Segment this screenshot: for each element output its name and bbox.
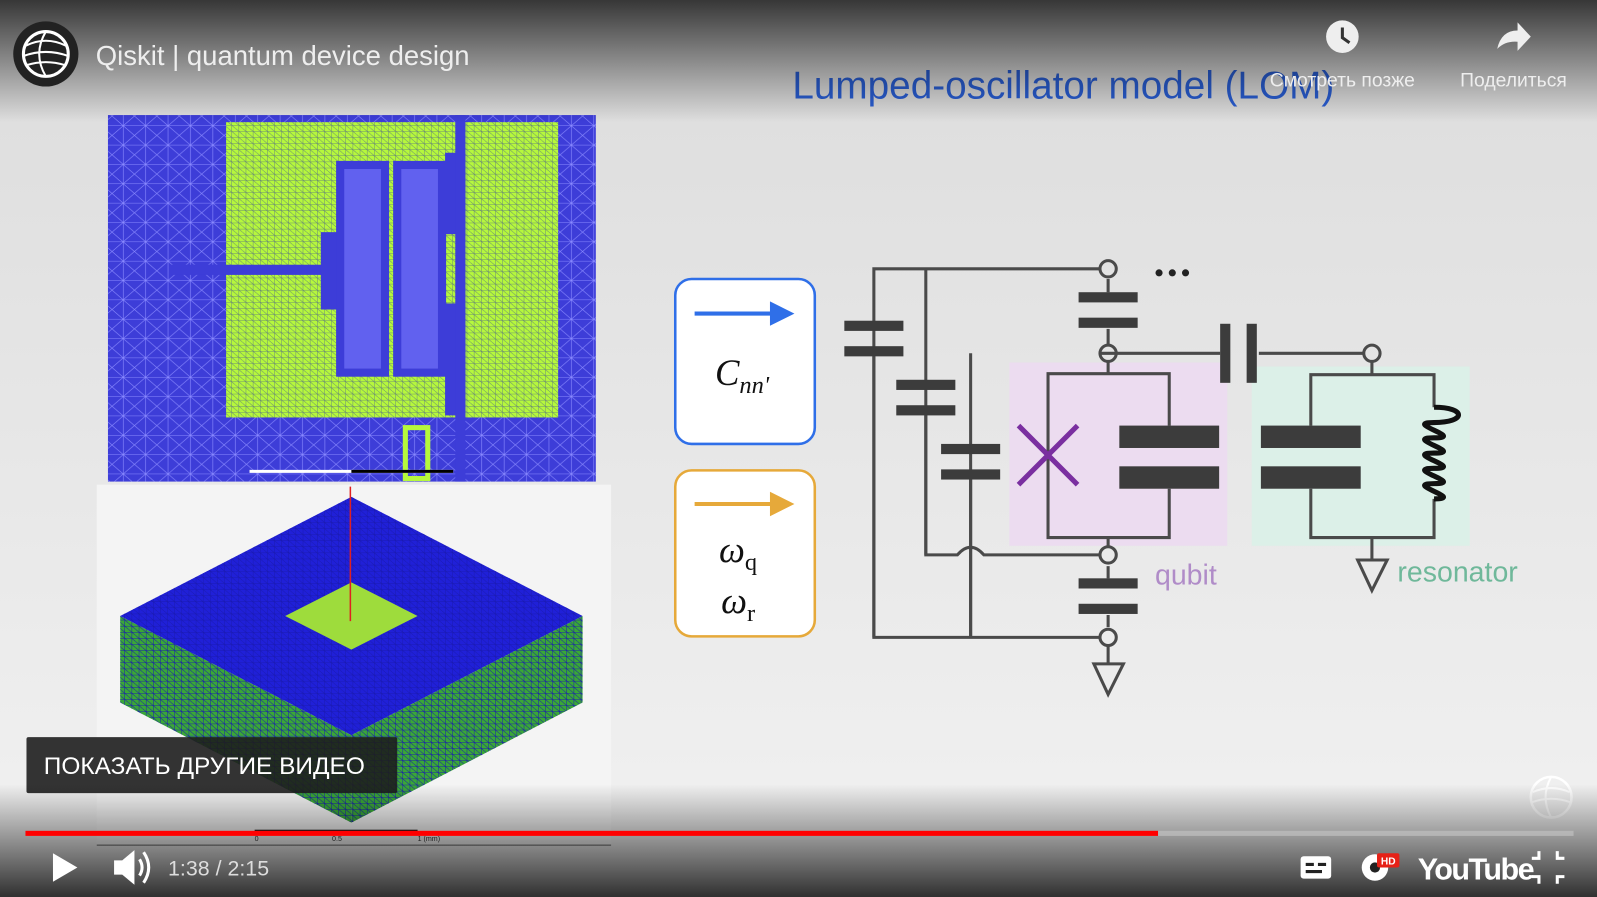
parameter-box: Cnn' ωq ωr	[673, 277, 817, 638]
parameter-box-part	[673, 277, 817, 446]
settings-button-part[interactable]	[1377, 853, 1400, 868]
watch-later-button-part[interactable]	[1340, 27, 1351, 45]
circuit-diagram-part	[844, 346, 904, 357]
capacitance-symbol-part: C	[715, 352, 740, 393]
top-shade	[0, 0, 1597, 123]
circuit-diagram-part	[941, 469, 1001, 480]
subtitles-button[interactable]	[1300, 856, 1332, 879]
share-button-part[interactable]	[1497, 22, 1531, 51]
circuit-diagram-part	[1355, 558, 1390, 595]
mesh-top-view-part	[344, 169, 381, 369]
mesh-top-view-part	[171, 264, 324, 275]
parameter-box-part	[769, 491, 795, 517]
mesh-top-view	[107, 115, 596, 482]
circuit-diagram-part	[1009, 362, 1228, 546]
circuit-diagram-part	[1016, 423, 1080, 487]
circuit-diagram-part	[1251, 366, 1470, 546]
resonator-label: resonator	[1397, 556, 1518, 588]
circuit-diagram-part	[1078, 317, 1138, 328]
qubit-frequency-part: q	[745, 549, 757, 576]
channel-avatar[interactable]	[13, 21, 79, 87]
watch-later-label[interactable]: Смотреть позже	[1270, 70, 1415, 92]
play-button[interactable]	[52, 853, 78, 882]
circuit-diagram-part	[1119, 466, 1220, 489]
progress-bar[interactable]	[25, 830, 1574, 836]
resonator-frequency-part: ω	[721, 580, 747, 621]
parameter-box-part	[769, 301, 795, 326]
circuit-diagram-part	[1091, 645, 1126, 698]
fullscreen-exit-button[interactable]	[1531, 851, 1565, 884]
circuit-diagram-part	[1098, 259, 1118, 279]
volume-button[interactable]	[114, 850, 151, 885]
circuit-diagram-part	[1078, 292, 1138, 303]
circuit-diagram-part	[1155, 269, 1163, 277]
qubit-frequency-part: ω	[719, 529, 745, 570]
circuit-diagram-part	[1181, 269, 1190, 277]
qubit-frequency: ωq	[719, 529, 757, 576]
circuit-diagram-part	[844, 320, 904, 331]
share-label[interactable]: Поделиться	[1460, 70, 1567, 92]
capacitance-symbol-part: nn'	[739, 372, 769, 399]
more-videos-label[interactable]: ПОКАЗАТЬ ДРУГИЕ ВИДЕО	[44, 753, 365, 780]
circuit-diagram-part	[941, 443, 1001, 455]
time-display: 1:38 / 2:15	[168, 857, 269, 881]
watch-later-button[interactable]: Смотреть позже	[1270, 20, 1415, 92]
more-videos-button-part[interactable]	[26, 737, 398, 794]
more-videos-button[interactable]: ПОКАЗАТЬ ДРУГИЕ ВИДЕО	[26, 737, 398, 794]
circuit-diagram: qubit resonator	[844, 259, 1518, 698]
circuit-diagram-part	[1260, 425, 1361, 448]
circuit-diagram-part	[1309, 361, 1436, 560]
settings-button[interactable]: HD	[1361, 853, 1400, 881]
hd-badge: HD	[1381, 856, 1396, 867]
circuit-diagram-part	[1220, 323, 1231, 383]
mesh-3d-view-part	[351, 615, 583, 823]
progress-bar-part[interactable]	[25, 830, 1159, 836]
volume-button-part[interactable]	[138, 851, 151, 884]
capacitance-symbol: Cnn'	[715, 352, 770, 399]
mesh-top-view-part	[401, 169, 438, 369]
mesh-top-view-part	[402, 425, 431, 482]
qubit-label: qubit	[1155, 559, 1217, 591]
mesh-3d-view-part	[285, 582, 418, 650]
volume-button-part[interactable]	[114, 850, 135, 885]
mesh-top-view-part	[455, 115, 466, 482]
circuit-diagram-part	[1168, 269, 1176, 277]
resonator-frequency: ωr	[721, 580, 755, 627]
circuit-diagram-part	[1119, 425, 1220, 448]
circuit-diagram-part	[1246, 323, 1257, 383]
circuit-diagram-part	[896, 379, 956, 390]
parameter-box-part	[673, 469, 817, 638]
video-title[interactable]: Qiskit | quantum device design	[96, 40, 470, 71]
subtitles-button-part[interactable]	[1305, 862, 1327, 874]
channel-avatar-part[interactable]	[23, 31, 69, 77]
subtitles-button-part[interactable]	[1300, 856, 1332, 879]
circuit-diagram-part	[896, 405, 956, 416]
youtube-logo[interactable]: YouTube	[1418, 853, 1535, 887]
bottom-shade	[0, 783, 1597, 897]
circuit-diagram-part	[1422, 404, 1461, 502]
resonator-frequency-part: r	[747, 600, 755, 627]
circuit-diagram-part	[1260, 466, 1361, 489]
circuit-diagram-part	[1078, 603, 1138, 614]
share-button[interactable]: Поделиться	[1460, 22, 1567, 92]
circuit-diagram-part	[1078, 578, 1138, 589]
